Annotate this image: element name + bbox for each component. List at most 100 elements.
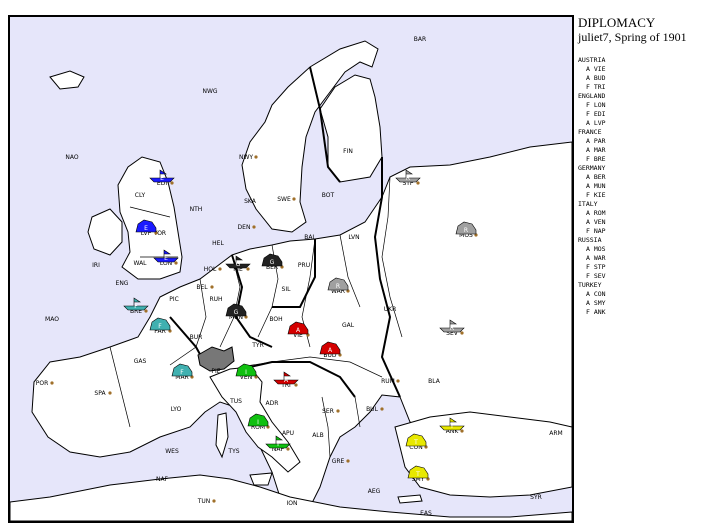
- province-label[interactable]: UKR: [384, 306, 397, 313]
- province-label[interactable]: EDI: [157, 180, 167, 187]
- province-label[interactable]: PRU: [298, 262, 310, 269]
- province-label[interactable]: LYO: [171, 406, 182, 413]
- province-label[interactable]: SPA: [94, 390, 106, 397]
- province-label[interactable]: TYS: [227, 448, 239, 455]
- province-label[interactable]: TRI: [280, 382, 291, 389]
- province-label[interactable]: PIE: [211, 368, 220, 375]
- province-label[interactable]: NAP: [272, 446, 285, 453]
- province-label[interactable]: BUR: [190, 334, 203, 341]
- province-label[interactable]: WAL: [133, 260, 147, 267]
- province-label[interactable]: RUM: [381, 378, 395, 385]
- province-label[interactable]: EAS: [420, 510, 432, 517]
- province-label[interactable]: CLY: [135, 192, 146, 199]
- army-icon[interactable]: A: [319, 341, 341, 355]
- diplomacy-map[interactable]: BAR NWG NAO NWY FIN STP EDI CLY NTH SKA SWE BOT MOS L…: [10, 17, 572, 521]
- province-label[interactable]: SKA: [244, 198, 257, 205]
- province-label[interactable]: BUL: [366, 406, 379, 413]
- province-label[interactable]: GAS: [134, 358, 147, 365]
- province-label[interactable]: LON: [160, 260, 172, 267]
- province-label[interactable]: ENG: [116, 280, 129, 287]
- province-label[interactable]: GAL: [342, 322, 355, 329]
- province-label[interactable]: MUN: [229, 314, 243, 321]
- province-label[interactable]: BLA: [428, 378, 441, 385]
- province-label[interactable]: SIL: [282, 286, 292, 293]
- fleet-icon[interactable]: A: [273, 371, 299, 385]
- province-label[interactable]: NAF: [156, 476, 169, 483]
- province-label[interactable]: GRE: [332, 458, 345, 465]
- province-label[interactable]: PIC: [169, 296, 179, 303]
- province-label[interactable]: TUN: [197, 498, 211, 505]
- province-label[interactable]: MOS: [459, 232, 473, 239]
- province-label[interactable]: SER: [322, 408, 334, 415]
- province-label[interactable]: BAL: [304, 234, 316, 241]
- province-label[interactable]: ANK: [446, 428, 460, 435]
- province-label[interactable]: SEV: [446, 330, 459, 337]
- fleet-icon[interactable]: R: [439, 319, 465, 333]
- province-label[interactable]: BRE: [130, 308, 142, 315]
- army-icon[interactable]: T: [405, 433, 427, 447]
- fleet-icon[interactable]: F: [123, 297, 149, 311]
- province-label[interactable]: PAR: [154, 328, 166, 335]
- army-icon[interactable]: R: [327, 277, 349, 291]
- province-label[interactable]: BAR: [414, 36, 426, 43]
- province-label[interactable]: BEL: [196, 284, 208, 291]
- fleet-icon[interactable]: T: [439, 417, 465, 431]
- province-label[interactable]: IRI: [92, 262, 100, 269]
- army-icon[interactable]: T: [407, 465, 429, 479]
- province-label[interactable]: RUH: [209, 296, 222, 303]
- power-name: FRANCE: [578, 128, 602, 136]
- province-label[interactable]: BUD: [323, 352, 337, 359]
- province-label[interactable]: AEG: [368, 488, 381, 495]
- army-icon[interactable]: F: [149, 317, 171, 331]
- province-label[interactable]: BOH: [269, 316, 282, 323]
- fleet-icon[interactable]: I: [265, 435, 291, 449]
- province-label[interactable]: HOL: [204, 266, 217, 273]
- province-label[interactable]: NWY: [239, 154, 253, 161]
- map-frame[interactable]: BAR NWG NAO NWY FIN STP EDI CLY NTH SKA SWE BOT MOS L…: [8, 15, 574, 523]
- province-label[interactable]: STP: [402, 180, 413, 187]
- province-label[interactable]: FIN: [343, 148, 353, 155]
- province-label[interactable]: TYR: [251, 342, 264, 349]
- province-label[interactable]: ION: [287, 500, 298, 507]
- province-label[interactable]: BER: [266, 264, 278, 271]
- province-label[interactable]: SWE: [277, 196, 291, 203]
- province-label[interactable]: VEN: [240, 374, 252, 381]
- army-icon[interactable]: F: [171, 363, 193, 377]
- province-label[interactable]: APU: [282, 430, 294, 437]
- province-label[interactable]: BOT: [322, 192, 335, 199]
- province-label[interactable]: TUS: [229, 398, 242, 405]
- army-icon[interactable]: E: [135, 219, 157, 233]
- province-label[interactable]: ALB: [312, 432, 324, 439]
- army-icon[interactable]: R: [455, 221, 477, 235]
- province-label[interactable]: NWG: [202, 88, 217, 95]
- fleet-icon[interactable]: R: [395, 169, 421, 183]
- province-label[interactable]: YOR: [153, 230, 166, 237]
- province-label[interactable]: LVN: [348, 234, 359, 241]
- army-icon[interactable]: G: [225, 303, 247, 317]
- province-label[interactable]: ADR: [266, 400, 279, 407]
- fleet-icon[interactable]: E: [153, 249, 179, 263]
- army-icon[interactable]: I: [247, 413, 269, 427]
- province-label[interactable]: SMY: [412, 476, 425, 483]
- army-icon[interactable]: G: [261, 253, 283, 267]
- province-label[interactable]: MAR: [175, 374, 188, 381]
- province-label[interactable]: VIE: [293, 332, 303, 339]
- province-label[interactable]: KIE: [233, 266, 243, 273]
- province-label[interactable]: POR: [36, 380, 49, 387]
- army-icon[interactable]: I: [235, 363, 257, 377]
- province-label[interactable]: NTH: [190, 206, 203, 213]
- province-label[interactable]: SYR: [530, 494, 542, 501]
- province-label[interactable]: ARM: [549, 430, 562, 437]
- province-label[interactable]: ROM: [251, 424, 265, 431]
- province-label[interactable]: HEL: [212, 240, 224, 247]
- province-label[interactable]: WES: [165, 448, 179, 455]
- province-label[interactable]: WAR: [331, 288, 345, 295]
- province-label[interactable]: LVP: [141, 230, 152, 237]
- fleet-icon[interactable]: G: [225, 255, 251, 269]
- province-label[interactable]: CON: [409, 444, 422, 451]
- province-label[interactable]: NAO: [65, 154, 78, 161]
- province-label[interactable]: DEN: [238, 224, 251, 231]
- fleet-icon[interactable]: E: [149, 169, 175, 183]
- province-label[interactable]: MAO: [45, 316, 59, 323]
- army-icon[interactable]: A: [287, 321, 309, 335]
